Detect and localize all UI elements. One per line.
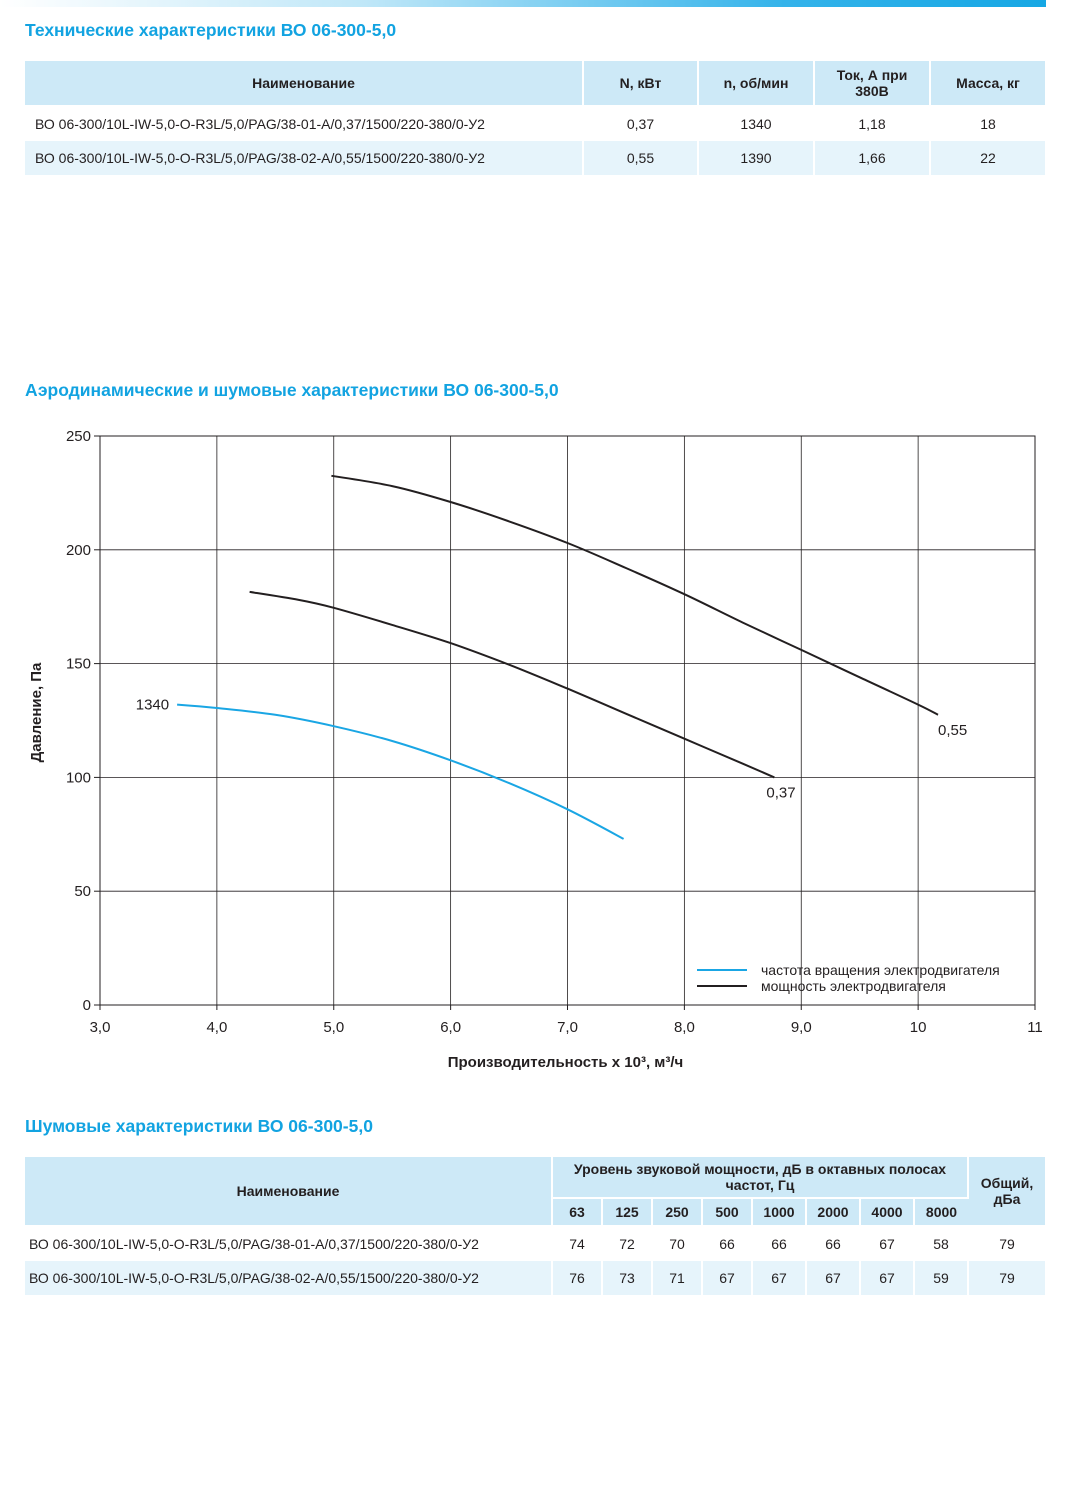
header-power: N, кВт <box>583 61 699 107</box>
band-value: 67 <box>806 1261 861 1295</box>
x-tick-label: 4,0 <box>206 1019 227 1036</box>
band-2000: 2000 <box>806 1198 861 1227</box>
band-value: 66 <box>702 1226 753 1261</box>
legend-label: частота вращения электродвигателя <box>761 962 1000 978</box>
band-8000: 8000 <box>914 1198 969 1227</box>
y-tick-label: 200 <box>66 542 91 559</box>
band-125: 125 <box>602 1198 653 1227</box>
header-name: Наименование <box>25 1157 553 1227</box>
x-tick-label: 10 <box>910 1019 927 1036</box>
band-250: 250 <box>652 1198 703 1227</box>
pressure-flow-chart: 3,0 4,0 5,0 6,0 7,0 8,0 9,0 10 11 0 50 100 150 200 250… <box>28 428 1043 1071</box>
band-value: 70 <box>652 1226 703 1261</box>
band-63: 63 <box>552 1198 603 1227</box>
band-value: 76 <box>552 1261 603 1295</box>
noise-table: Наименование Уровень звуковой мощности, … <box>25 1157 1046 1295</box>
x-tick-label: 8,0 <box>674 1019 695 1036</box>
total-value: 79 <box>968 1261 1046 1295</box>
tech-specs-table: Наименование N, кВт n, об/мин Ток, А при… <box>25 61 1045 175</box>
table-row: ВО 06-300/10L-IW-5,0-O-R3L/5,0/PAG/38-02… <box>25 141 1045 175</box>
x-tick-label: 9,0 <box>791 1019 812 1036</box>
mass-value: 18 <box>980 116 996 132</box>
table-row: ВО 06-300/10L-IW-5,0-O-R3L/5,0/PAG/38-01… <box>25 106 1045 141</box>
curve-label-1: 0,37 <box>766 784 795 801</box>
band-value: 72 <box>602 1226 653 1261</box>
y-tick-label: 50 <box>74 883 91 900</box>
mass-value: 22 <box>930 141 1045 175</box>
curve-0 <box>331 474 939 716</box>
table-row: ВО 06-300/10L-IW-5,0-O-R3L/5,0/PAG/38-01… <box>25 1226 1045 1261</box>
band-500: 500 <box>702 1198 753 1227</box>
curve-1 <box>249 590 775 779</box>
model-name: ВО 06-300/10L-IW-5,0-O-R3L/5,0/PAG/38-02… <box>25 1261 553 1295</box>
current-value: 1,66 <box>814 141 931 175</box>
header-speed: n, об/мин <box>698 61 815 107</box>
noise-header-row: Наименование Уровень звуковой мощности, … <box>25 1157 1046 1227</box>
legend-label: мощность электродвигателя <box>761 978 946 994</box>
power-value: 0,55 <box>583 141 699 175</box>
model-name: ВО 06-300/10L-IW-5,0-O-R3L/5,0/PAG/38-01… <box>25 1226 553 1261</box>
band-value: 67 <box>752 1261 807 1295</box>
tech-header-row: Наименование N, кВт n, об/мин Ток, А при… <box>25 61 1045 107</box>
speed-value: 1390 <box>698 141 815 175</box>
x-tick-label: 3,0 <box>90 1019 111 1036</box>
x-tick-label: 7,0 <box>557 1019 578 1036</box>
header-sound-level: Уровень звуковой мощности, дБ в октавных… <box>552 1157 970 1199</box>
table-row: ВО 06-300/10L-IW-5,0-O-R3L/5,0/PAG/38-02… <box>25 1261 1046 1295</box>
band-value: 66 <box>752 1226 807 1261</box>
band-value: 73 <box>602 1261 653 1295</box>
noise-band-row: 63 125 250 500 1000 2000 4000 8000 <box>25 1198 1045 1227</box>
total-value: 79 <box>999 1236 1015 1252</box>
chart-curves <box>177 474 939 840</box>
band-1000: 1000 <box>752 1198 807 1227</box>
header-total: Общий, дБа <box>968 1157 1046 1227</box>
aero-section-title: Аэродинамические и шумовые характеристик… <box>25 380 559 400</box>
y-tick-label: 150 <box>66 656 91 673</box>
x-axis-label: Производительность х 10³, м³/ч <box>448 1054 684 1071</box>
curve-label-0: 0,55 <box>938 722 967 739</box>
x-tick-label: 6,0 <box>440 1019 461 1036</box>
curve-label-2: 1340 <box>136 697 169 714</box>
y-tick-label: 100 <box>66 769 91 786</box>
band-value: 66 <box>806 1226 861 1261</box>
header-current: Ток, А при 380В <box>814 61 931 107</box>
band-4000: 4000 <box>860 1198 915 1227</box>
x-tick-label: 11 <box>1027 1019 1043 1036</box>
band-value: 67 <box>860 1226 915 1261</box>
header-name: Наименование <box>25 61 584 107</box>
band-value: 67 <box>860 1261 915 1295</box>
y-axis-label: Давление, Па <box>28 662 45 762</box>
model-name: ВО 06-300/10L-IW-5,0-O-R3L/5,0/PAG/38-01… <box>25 106 584 141</box>
model-name: ВО 06-300/10L-IW-5,0-O-R3L/5,0/PAG/38-02… <box>25 141 584 175</box>
current-value: 1,18 <box>814 106 931 141</box>
band-value: 67 <box>702 1261 753 1295</box>
power-value: 0,37 <box>583 106 699 141</box>
band-value: 71 <box>652 1261 703 1295</box>
chart-legend: частота вращения электродвигателямощност… <box>697 962 1000 994</box>
y-tick-label: 250 <box>66 428 91 445</box>
chart-labels: 3,0 4,0 5,0 6,0 7,0 8,0 9,0 10 11 0 50 100 150 200 250… <box>28 428 1043 1071</box>
curve-2 <box>177 703 625 840</box>
band-value: 59 <box>914 1261 970 1295</box>
band-value: 58 <box>914 1226 970 1261</box>
chart-grid <box>94 435 1036 1010</box>
header-mass: Масса, кг <box>930 61 1045 107</box>
header-accent-bar <box>0 0 1046 7</box>
speed-value: 1340 <box>698 106 815 141</box>
x-tick-label: 5,0 <box>323 1019 344 1036</box>
tech-section-title: Технические характеристики ВО 06-300-5,0 <box>25 20 397 40</box>
noise-section-title: Шумовые характеристики ВО 06-300-5,0 <box>25 1116 373 1136</box>
y-tick-label: 0 <box>83 997 91 1014</box>
band-value: 74 <box>552 1226 603 1261</box>
